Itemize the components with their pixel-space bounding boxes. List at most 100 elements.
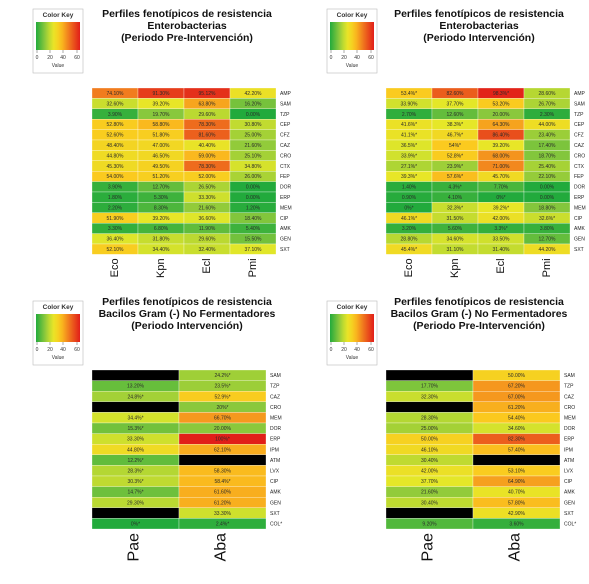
row-label: CRO: [574, 153, 585, 159]
heatmap-cell-label: 3.80%: [540, 226, 555, 232]
heatmap-svg: Color Key 0 20 40 60 Value 50.00% SAM 17.70% 67.2…: [326, 300, 576, 561]
row-label: MEM: [564, 416, 576, 422]
heatmap-cell-label: 52.00%: [199, 174, 217, 180]
heatmap-cell-label: 33.90%: [401, 101, 419, 107]
heatmap-cell-label: 64.30%: [493, 122, 511, 128]
color-key-gradient: [36, 314, 80, 342]
heatmap-cell-label: 82.30%: [508, 437, 526, 443]
heatmap-cell-label: 62.10%: [214, 447, 232, 453]
row-label: DOR: [564, 426, 576, 432]
heatmap-cell-label: 37.70%: [421, 479, 439, 485]
row-label: AMK: [280, 226, 292, 232]
color-key-tick-label: 20: [47, 347, 53, 353]
heatmap-cell-label: 63.80%: [199, 101, 217, 107]
heatmap-cell-label: 26.50%: [199, 185, 217, 191]
heatmap-cell-label: 42.90%: [508, 511, 526, 517]
row-label: ATM: [564, 458, 574, 464]
heatmap-cell-label: 29.60%: [199, 237, 217, 243]
heatmap-cell-label: 9.20%: [422, 522, 437, 528]
row-label: SXT: [280, 247, 290, 253]
heatmap-cell-label: 32.6%*: [539, 216, 555, 222]
heatmap-cell-label: 3.30%: [108, 226, 123, 232]
color-key-tick-label: 40: [354, 347, 360, 353]
row-label: AMK: [270, 490, 282, 496]
row-label: MEM: [574, 205, 586, 211]
color-key: Color Key 0 20 40 60 Value: [32, 300, 84, 366]
heatmap-cell-label: 5.60%: [448, 226, 463, 232]
chart-title-line-3: (Periodo Pre-Intervención): [413, 320, 545, 332]
row-label: GEN: [280, 237, 291, 243]
heatmap-cell-label: 5.30%: [154, 195, 169, 201]
heatmap-cell-label: 1.40%: [402, 185, 417, 191]
heatmap-cell-label: 32.30%: [421, 394, 439, 400]
heatmap-cell: [178, 518, 267, 530]
heatmap-cell-label: 52.60%: [107, 133, 125, 139]
row-label: COL*: [564, 522, 576, 528]
heatmap-cell: [523, 243, 571, 255]
chart-title-line-1: Perfiles fenotípicos de resistencia: [102, 296, 272, 308]
row-label: TZP: [270, 384, 280, 390]
heatmap-cell-label: 1.20%: [246, 205, 261, 211]
row-label: MEM: [280, 205, 292, 211]
chart-title-line-1: Perfiles fenotípicos de resistencia: [394, 8, 564, 20]
heatmap-cell-label: 37.70%: [447, 101, 465, 107]
heatmap-cell: [91, 507, 180, 519]
heatmap-cell-label: 52.10%: [107, 247, 125, 253]
heatmap-cell-label: 51.20%: [153, 174, 171, 180]
heatmap-cell: [472, 518, 561, 530]
row-label: SXT: [564, 511, 574, 517]
heatmap-cell: [229, 243, 277, 255]
row-label: LVX: [564, 469, 574, 475]
heatmap-cell-label: 20.00%: [214, 426, 232, 432]
heatmap-cell-label: 25.10%: [245, 153, 263, 159]
heatmap-cell-label: 0.00%: [540, 195, 555, 201]
heatmap-cell-label: 33.9%*: [401, 153, 417, 159]
color-key-tick-label: 0: [330, 55, 333, 61]
row-label: SXT: [270, 511, 280, 517]
heatmap-cell-label: 31.80%: [153, 237, 171, 243]
heatmap-cell-label: 33.30%: [214, 511, 232, 517]
column-label: Pmi: [541, 258, 553, 277]
heatmap-cell-label: 25.00%: [421, 426, 439, 432]
heatmap-cell-label: 98.3%*: [493, 91, 509, 97]
heatmap-cell-label: 67.20%: [508, 384, 526, 390]
heatmap-cell-label: 16.20%: [245, 101, 263, 107]
heatmap-cell: [91, 369, 180, 381]
row-label: FEP: [574, 174, 584, 180]
heatmap-svg: Color Key 0 20 40 60 Value 74.10% 91.30% 95.12% 4…: [32, 8, 292, 278]
heatmap-cell-label: 74.10%: [107, 91, 125, 97]
heatmap-cell-label: 59.00%: [199, 153, 217, 159]
column-label: Aba: [213, 533, 230, 562]
column-label: Pae: [126, 533, 143, 562]
color-key-gradient: [330, 314, 374, 342]
row-label: AMK: [574, 226, 586, 232]
row-label: ERP: [270, 437, 281, 443]
heatmap-cell-label: 61.60%: [214, 490, 232, 496]
heatmap-cell-label: 66.70%: [214, 416, 232, 422]
heatmap-cell-label: 11.90%: [199, 226, 216, 232]
heatmap-cell-label: 29.30%: [127, 500, 145, 506]
row-label: ERP: [564, 437, 575, 443]
row-label: SAM: [574, 101, 585, 107]
heatmap-cell-label: 36.40%: [107, 237, 125, 243]
row-label: DOR: [574, 185, 586, 191]
color-key-title: Color Key: [43, 12, 74, 19]
heatmap-cell-label: 34.60%: [508, 426, 526, 432]
row-label: CTX: [280, 164, 291, 170]
heatmap-cell-label: 42.20%: [245, 91, 263, 97]
row-label: CAZ: [564, 394, 574, 400]
row-label: CEP: [280, 122, 291, 128]
heatmap-cell-label: 40.40%: [199, 143, 217, 149]
heatmap-cell-label: 64.90%: [508, 479, 526, 485]
row-label: CIP: [270, 479, 279, 485]
heatmap-cell-label: 40.70%: [508, 490, 526, 496]
row-label: DOR: [270, 426, 282, 432]
row-label: SAM: [564, 373, 575, 379]
heatmap-cell-label: 28.30%: [421, 416, 439, 422]
row-label: SAM: [270, 373, 281, 379]
heatmap-cell-label: 44.80%: [107, 153, 125, 159]
row-label: GEN: [574, 237, 585, 243]
heatmap-cell-label: 34.80%: [245, 164, 263, 170]
heatmap-cell-label: 24.2%*: [214, 373, 230, 379]
row-label: CFZ: [280, 133, 290, 139]
